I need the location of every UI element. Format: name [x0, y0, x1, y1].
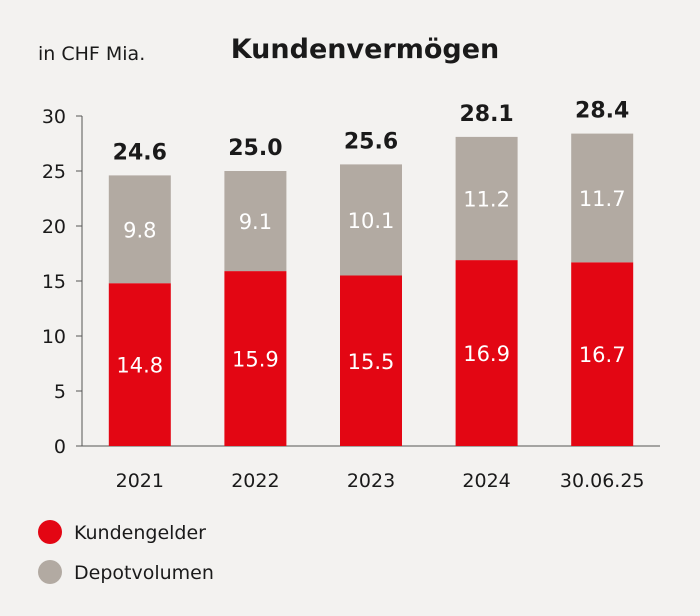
- bar-total-label: 25.6: [344, 129, 398, 154]
- bar-total-label: 28.4: [575, 99, 629, 124]
- x-tick-label: 2022: [231, 470, 279, 492]
- bar-value-label-depotvolumen: 11.7: [579, 187, 626, 211]
- bar-value-label-kundengelder: 14.8: [116, 354, 163, 378]
- bar-kundengelder-300625: [571, 262, 634, 446]
- y-tick-label: 5: [54, 381, 66, 403]
- chart-title: Kundenvermögen: [231, 34, 500, 65]
- legend-label-depotvolumen: Depotvolumen: [74, 562, 214, 584]
- bar-kundengelder-2022: [224, 271, 287, 446]
- legend-label-kundengelder: Kundengelder: [74, 522, 206, 544]
- legend-swatch-depotvolumen: [38, 560, 62, 584]
- bar-depotvolumen-2023: [340, 164, 402, 276]
- y-tick-label: 20: [42, 216, 66, 238]
- y-tick-label: 0: [54, 436, 66, 458]
- y-tick-label: 10: [42, 326, 66, 348]
- bar-value-label-kundengelder: 15.5: [348, 350, 395, 374]
- bar-value-label-depotvolumen: 9.8: [123, 218, 156, 242]
- bar-total-label: 25.0: [228, 136, 282, 161]
- bar-value-label-kundengelder: 15.9: [232, 348, 279, 372]
- x-tick-label: 2024: [462, 470, 510, 492]
- bar-kundengelder-2024: [455, 260, 518, 446]
- y-tick-label: 15: [42, 271, 66, 293]
- legend: Kundengelder Depotvolumen: [38, 520, 214, 584]
- axes: 0 5 10 15 20 25 30: [42, 106, 660, 458]
- unit-label: in CHF Mia.: [38, 43, 145, 65]
- y-tick-label: 25: [42, 161, 66, 183]
- bars: 14.8 9.8 24.6 2021 15.9 9.1 25.0 2022 15.5 10.1 25…: [108, 99, 645, 492]
- bar-value-label-kundengelder: 16.7: [579, 343, 626, 367]
- bar-depotvolumen-2021: [108, 175, 171, 284]
- bar-value-label-kundengelder: 16.9: [463, 342, 510, 366]
- bar-depotvolumen-2022: [224, 171, 287, 272]
- y-tick-label: 30: [42, 106, 66, 128]
- bar-depotvolumen-300625: [571, 133, 634, 263]
- bar-value-label-depotvolumen: 9.1: [239, 210, 272, 234]
- x-tick-label: 2023: [347, 470, 395, 492]
- x-tick-label: 2021: [116, 470, 164, 492]
- bar-total-label: 28.1: [459, 102, 513, 127]
- legend-swatch-kundengelder: [38, 520, 62, 544]
- bar-depotvolumen-2024: [455, 136, 518, 261]
- bar-value-label-depotvolumen: 11.2: [463, 188, 510, 212]
- bar-total-label: 24.6: [113, 140, 167, 165]
- bar-kundengelder-2023: [340, 275, 402, 446]
- x-tick-label: 30.06.25: [560, 470, 645, 492]
- bar-value-label-depotvolumen: 10.1: [348, 209, 395, 233]
- bar-kundengelder-2021: [108, 283, 171, 446]
